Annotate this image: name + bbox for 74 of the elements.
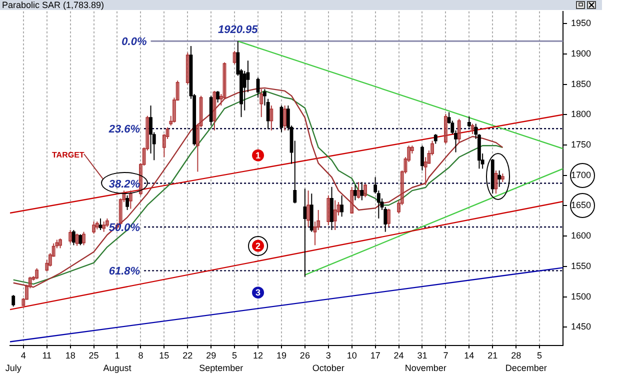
x-tick-label: 7 (443, 350, 448, 360)
candlestick (260, 88, 264, 118)
candlestick (186, 52, 190, 85)
candlestick (387, 208, 390, 228)
y-tick-label: 1700 (571, 170, 592, 180)
y-tick-label: 1550 (571, 260, 592, 271)
candlestick (212, 90, 216, 131)
x-tick-label: 17 (370, 350, 380, 360)
x-tick-label: 14 (464, 350, 474, 360)
x-tick-label: 8 (138, 350, 144, 360)
candlestick (58, 238, 62, 249)
x-tick-label: 19 (276, 350, 286, 360)
x-tick-label: 5 (232, 350, 238, 360)
candlestick (333, 200, 337, 231)
x-tick-label: 12 (253, 350, 264, 360)
x2-tick-label: July (5, 363, 22, 374)
annotation: 1920.95 (218, 24, 259, 36)
x-tick-label: 24 (394, 350, 404, 360)
y-tick-label: 1450 (571, 322, 592, 332)
x-tick-label: 25 (88, 350, 99, 360)
candlestick (128, 190, 132, 210)
x-tick-label: 1 (114, 350, 120, 360)
y-tick-label: 1950 (571, 18, 592, 28)
x-tick-label: 21 (488, 350, 498, 360)
candlestick (306, 190, 310, 228)
x-tick-label: 26 (300, 350, 310, 360)
x2-tick-label: October (312, 363, 344, 374)
x-tick-label: 10 (346, 350, 357, 360)
x2-tick-label: December (505, 363, 547, 374)
annotation: 1 (256, 150, 261, 160)
candlestick (326, 194, 330, 226)
candlestick (350, 186, 354, 214)
candlestick (102, 221, 106, 232)
annotation: TARGET (52, 150, 84, 160)
x-tick-label: 4 (20, 350, 26, 360)
candlestick (68, 230, 72, 244)
x-tick-label: 5 (537, 350, 542, 360)
annotation: 3 (256, 288, 261, 298)
y-tick-label: 1500 (571, 291, 592, 302)
candlestick (444, 114, 448, 144)
x-tick-label: 11 (42, 350, 52, 360)
y-tick-label: 1800 (571, 109, 592, 120)
candlestick (457, 118, 461, 142)
y-tick-label: 1900 (571, 48, 592, 58)
candlestick (283, 105, 287, 131)
x-tick-label: 29 (206, 350, 216, 360)
annotation: 2 (256, 240, 261, 251)
candlestick (75, 233, 79, 246)
y-tick-label: 1850 (571, 78, 592, 89)
x2-tick-label: August (103, 363, 132, 374)
candlestick (470, 123, 474, 135)
x2-tick-label: September (199, 363, 244, 374)
annotation: 23.6% (108, 124, 140, 136)
y-tick-label: 1600 (571, 230, 592, 241)
candlestick (494, 170, 498, 194)
candlestick (270, 105, 274, 131)
candlestick (35, 268, 39, 280)
candlestick (82, 231, 86, 246)
x-tick-label: 18 (65, 350, 76, 360)
x-tick-label: 31 (417, 350, 428, 360)
x-tick-label: 15 (159, 350, 170, 360)
x-tick-label: 28 (511, 350, 522, 360)
x-tick-label: 3 (326, 350, 331, 360)
annotation: 61.8% (108, 266, 140, 278)
y-tick-label: 1650 (571, 200, 592, 210)
candlestick (92, 221, 96, 234)
chart-title: Parabolic SAR (1,783.89) (0, 0, 602, 10)
candlestick (364, 183, 367, 198)
x2-tick-label: November (404, 363, 446, 374)
x-tick-label: 22 (182, 350, 193, 360)
candlestick (356, 182, 360, 199)
annotation: 0.0% (122, 36, 147, 48)
candlestick (232, 50, 236, 65)
y-tick-label: 1750 (571, 139, 592, 150)
